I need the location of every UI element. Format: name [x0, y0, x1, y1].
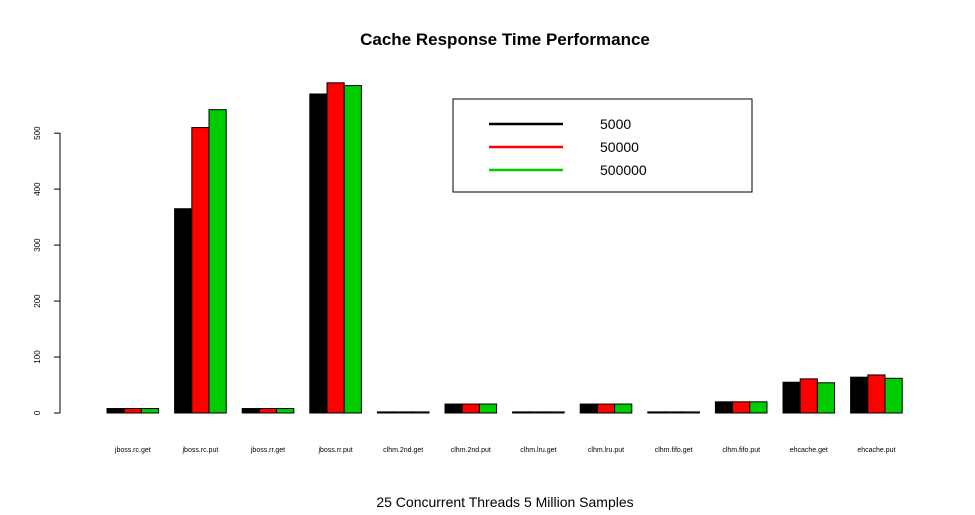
x-category-label: clhm.lru.put: [588, 447, 624, 454]
y-tick-label: 300: [33, 238, 42, 252]
bar-jboss-rr-put-50000: [326, 82, 345, 414]
bar-ehcache-get-500000: [816, 382, 836, 414]
bar-ehcache-get-5000: [782, 381, 801, 414]
bar-clhm-2nd-get-50000: [394, 411, 413, 414]
bar-clhm-fifo-put-5000: [714, 401, 734, 414]
bar-jboss-rr-get-50000: [258, 408, 278, 414]
x-category-label: ehcache.get: [790, 447, 828, 454]
category-labels: jboss.rc.get jboss.rc.put jboss.rr.get jbos…: [114, 447, 896, 454]
bar-jboss-rc-put-5000: [174, 208, 193, 414]
bar-clhm-lru-get-50000: [529, 411, 548, 414]
bar-clhm-2nd-put-5000: [444, 403, 463, 414]
bar-clhm-fifo-put-50000: [732, 401, 751, 414]
bar-clhm-2nd-get-5000: [376, 411, 396, 414]
bar-jboss-rr-put-5000: [309, 93, 328, 414]
y-tick-label: 400: [33, 182, 42, 196]
bar-clhm-lru-put-500000: [614, 403, 633, 414]
bar-ehcache-put-500000: [884, 377, 903, 414]
legend-label-5000: 5000: [600, 116, 631, 132]
x-category-label: jboss.rr.put: [317, 447, 352, 454]
y-axis: 0 100 200 300 400 500: [33, 126, 61, 415]
legend-label-50000: 50000: [600, 139, 639, 155]
bar-clhm-lru-get-5000: [512, 411, 531, 414]
bar-clhm-2nd-get-500000: [411, 411, 430, 414]
legend: 5000 50000 500000: [452, 98, 753, 193]
y-tick-label: 200: [33, 294, 42, 308]
bar-jboss-rc-put-500000: [208, 109, 227, 414]
bar-ehcache-put-5000: [850, 376, 869, 414]
bar-jboss-rc-get-5000: [106, 408, 125, 414]
x-category-label: clhm.fifo.get: [655, 447, 693, 454]
x-category-label: clhm.2nd.put: [451, 447, 491, 454]
x-category-label: jboss.rc.get: [114, 447, 151, 454]
bar-ehcache-get-50000: [799, 378, 818, 414]
bar-ehcache-put-50000: [867, 374, 886, 414]
legend-items: 5000 50000 500000: [489, 116, 647, 178]
x-category-label: clhm.fifo.put: [722, 447, 760, 454]
legend-label-500000: 500000: [600, 162, 647, 178]
y-tick-label: 500: [33, 126, 42, 140]
x-category-label: jboss.rc.put: [182, 447, 219, 454]
bar-jboss-rr-get-5000: [241, 408, 260, 414]
bar-clhm-lru-put-5000: [579, 403, 598, 414]
bar-clhm-fifo-put-500000: [749, 401, 768, 414]
bars-group: [106, 82, 903, 414]
bar-clhm-fifo-get-50000: [664, 411, 683, 414]
x-axis-label: 25 Concurrent Threads 5 Million Samples: [376, 494, 633, 510]
bar-jboss-rc-get-50000: [123, 408, 142, 414]
x-category-label: clhm.lru.get: [520, 447, 556, 454]
bar-clhm-2nd-put-50000: [461, 403, 480, 414]
x-category-label: ehcache.put: [857, 447, 895, 454]
bar-jboss-rc-get-500000: [140, 408, 160, 414]
bar-clhm-fifo-get-5000: [647, 411, 666, 414]
bar-jboss-rc-put-50000: [191, 127, 210, 414]
bar-clhm-lru-put-50000: [596, 403, 616, 414]
bar-jboss-rr-put-500000: [343, 85, 362, 414]
bar-clhm-lru-get-500000: [546, 411, 565, 414]
bar-jboss-rr-get-500000: [276, 408, 295, 414]
x-category-label: clhm.2nd.get: [383, 447, 423, 454]
bar-clhm-fifo-get-500000: [681, 411, 700, 414]
y-tick-label: 0: [33, 410, 42, 415]
y-tick-label: 100: [33, 350, 42, 364]
legend-box: [452, 98, 753, 193]
x-category-label: jboss.rr.get: [250, 447, 285, 454]
bar-clhm-2nd-put-500000: [478, 403, 498, 414]
chart-title: Cache Response Time Performance: [360, 30, 650, 49]
